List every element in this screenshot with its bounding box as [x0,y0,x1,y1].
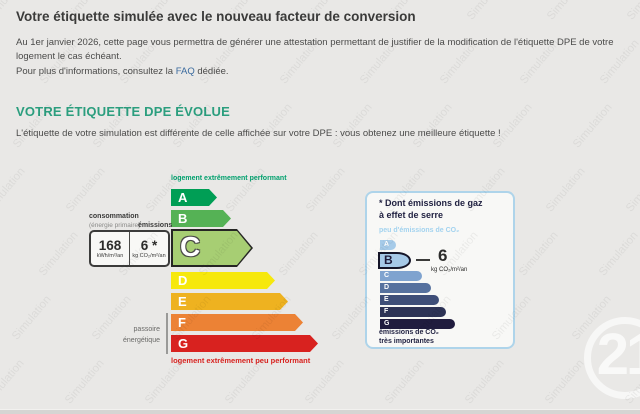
simulation-watermark: Simulation [63,165,108,215]
bottom-border-strip [0,409,640,414]
ges-low-caption: peu d'émissions de CO₂ [379,227,460,234]
sieve-bracket-line [166,313,168,354]
ges-bar-letter-c: C [384,272,390,279]
ges-bar-g: G [380,319,455,329]
simulation-watermark: Simulation [543,165,588,215]
simulation-watermark: Simulation [36,229,81,279]
ges-high-caption-line2: très importantes [379,338,434,345]
dpe-bar-b: B [171,210,231,227]
dpe-bar-fill [173,231,251,265]
faq-paragraph: Pour plus d'informations, consultez la F… [16,66,229,77]
ges-bar-c: C [380,271,422,281]
ges-bar-letter-a: A [384,241,390,248]
emissions-title: émissions [138,222,173,229]
simulation-watermark: Simulation [9,293,54,343]
dpe-bar-letter-c: C [180,231,201,262]
dpe-bar-letter-a: A [178,190,188,205]
simulation-watermark: Simulation [545,0,589,22]
simulation-watermark: Simulation [465,0,509,22]
century21-logo-ring [584,317,640,399]
ges-bar-f: F [380,307,446,317]
dpe-bar-d: D [171,272,275,289]
intro-paragraph: Au 1er janvier 2026, cette page vous per… [16,37,614,62]
page-title: Votre étiquette simulée avec le nouveau … [16,9,416,24]
simulation-watermark: Simulation [0,357,27,407]
ges-bar-d: D [380,283,431,293]
dpe-bar-letter-d: D [178,273,188,288]
faq-link[interactable]: FAQ [175,66,195,77]
consumption-unit: kWh/m²/an [96,253,124,259]
simulation-watermark: Simulation [410,101,455,151]
ges-value: 6 [438,246,448,265]
ges-bar-letter-d: D [384,284,390,291]
sieve-line2: énergétique [123,337,160,344]
dpe-bar-f: F [171,314,303,331]
section-heading: VOTRE ÉTIQUETTE DPE ÉVOLUE [16,104,230,119]
dpe-bottom-caption: logement extrêmement peu performant [171,356,311,365]
dpe-bar-g: G [171,335,318,352]
dpe-top-caption: logement extrêmement performant [171,175,287,182]
ges-unit: kg CO₂/m²/an [431,267,468,273]
dpe-bar-letter-g: G [178,336,189,351]
dpe-bar-e: E [171,293,288,310]
ges-pointer-line [416,259,430,261]
dpe-value-box: 168 kWh/m²/an 6 * kg CO₂/m²/an [89,230,170,267]
simulation-watermark: Simulation [570,101,615,151]
simulation-watermark: Simulation [490,101,535,151]
simulation-watermark: Simulation [0,165,28,215]
emissions-unit: kg CO₂/m²/an [132,253,166,259]
ges-bar-letter-e: E [384,296,389,303]
emissions-value: 6 * [140,238,158,253]
ges-bar-letter-g: G [384,320,390,327]
consumption-subtitle: (énergie primaire) [89,222,141,229]
faq-text-prefix: Pour plus d'informations, consultez la [16,66,176,77]
section-result-text: L'étiquette de votre simulation est diff… [16,128,501,139]
simulation-watermark: Simulation [250,101,295,151]
ges-bar-letter-b: B [384,253,393,267]
ges-bar-e: E [380,295,439,305]
energy-sieve-label: passoire énergétique [110,324,160,346]
simulation-watermark: Simulation [623,165,640,215]
ges-bar-a: A [380,240,396,250]
faq-text-suffix: dédiée. [194,66,229,77]
dpe-bar-letter-f: F [178,315,186,330]
ges-title-line2: à effet de serre [379,210,444,220]
century21-logo: 21 [596,322,640,387]
consumption-cell: 168 kWh/m²/an [91,232,130,265]
ges-emissions-box: * Dont émissions de gaz à effet de serre… [365,191,515,349]
ges-bar-letter-f: F [384,308,389,315]
consumption-value: 168 [98,238,122,253]
ges-high-caption-line1: émissions de CO₂ [379,329,439,336]
ges-title-line1: * Dont émissions de gaz [379,198,483,208]
simulation-watermark: Simulation [596,229,640,279]
simulation-watermark: Simulation [0,38,2,87]
dpe-bar-c: C [171,229,253,267]
simulation-watermark: Simulation [330,101,375,151]
consumption-title: consommation [89,213,139,220]
simulation-watermark: Simulation [516,229,561,279]
ges-bar-b: B [378,252,411,269]
emissions-cell: 6 * kg CO₂/m²/an [130,232,168,265]
simulation-watermark: Simulation [0,230,1,279]
simulation-watermark: Simulation [462,357,507,407]
simulation-watermark: Simulation [62,357,107,407]
dpe-bar-letter-b: B [178,211,188,226]
dpe-bar-a: A [171,189,217,206]
simulation-watermark: Simulation [542,357,587,407]
simulation-watermark: Simulation [382,357,427,407]
simulation-watermark: Simulation [625,0,640,22]
sieve-line1: passoire [133,326,160,333]
dpe-bar-letter-e: E [178,294,187,309]
